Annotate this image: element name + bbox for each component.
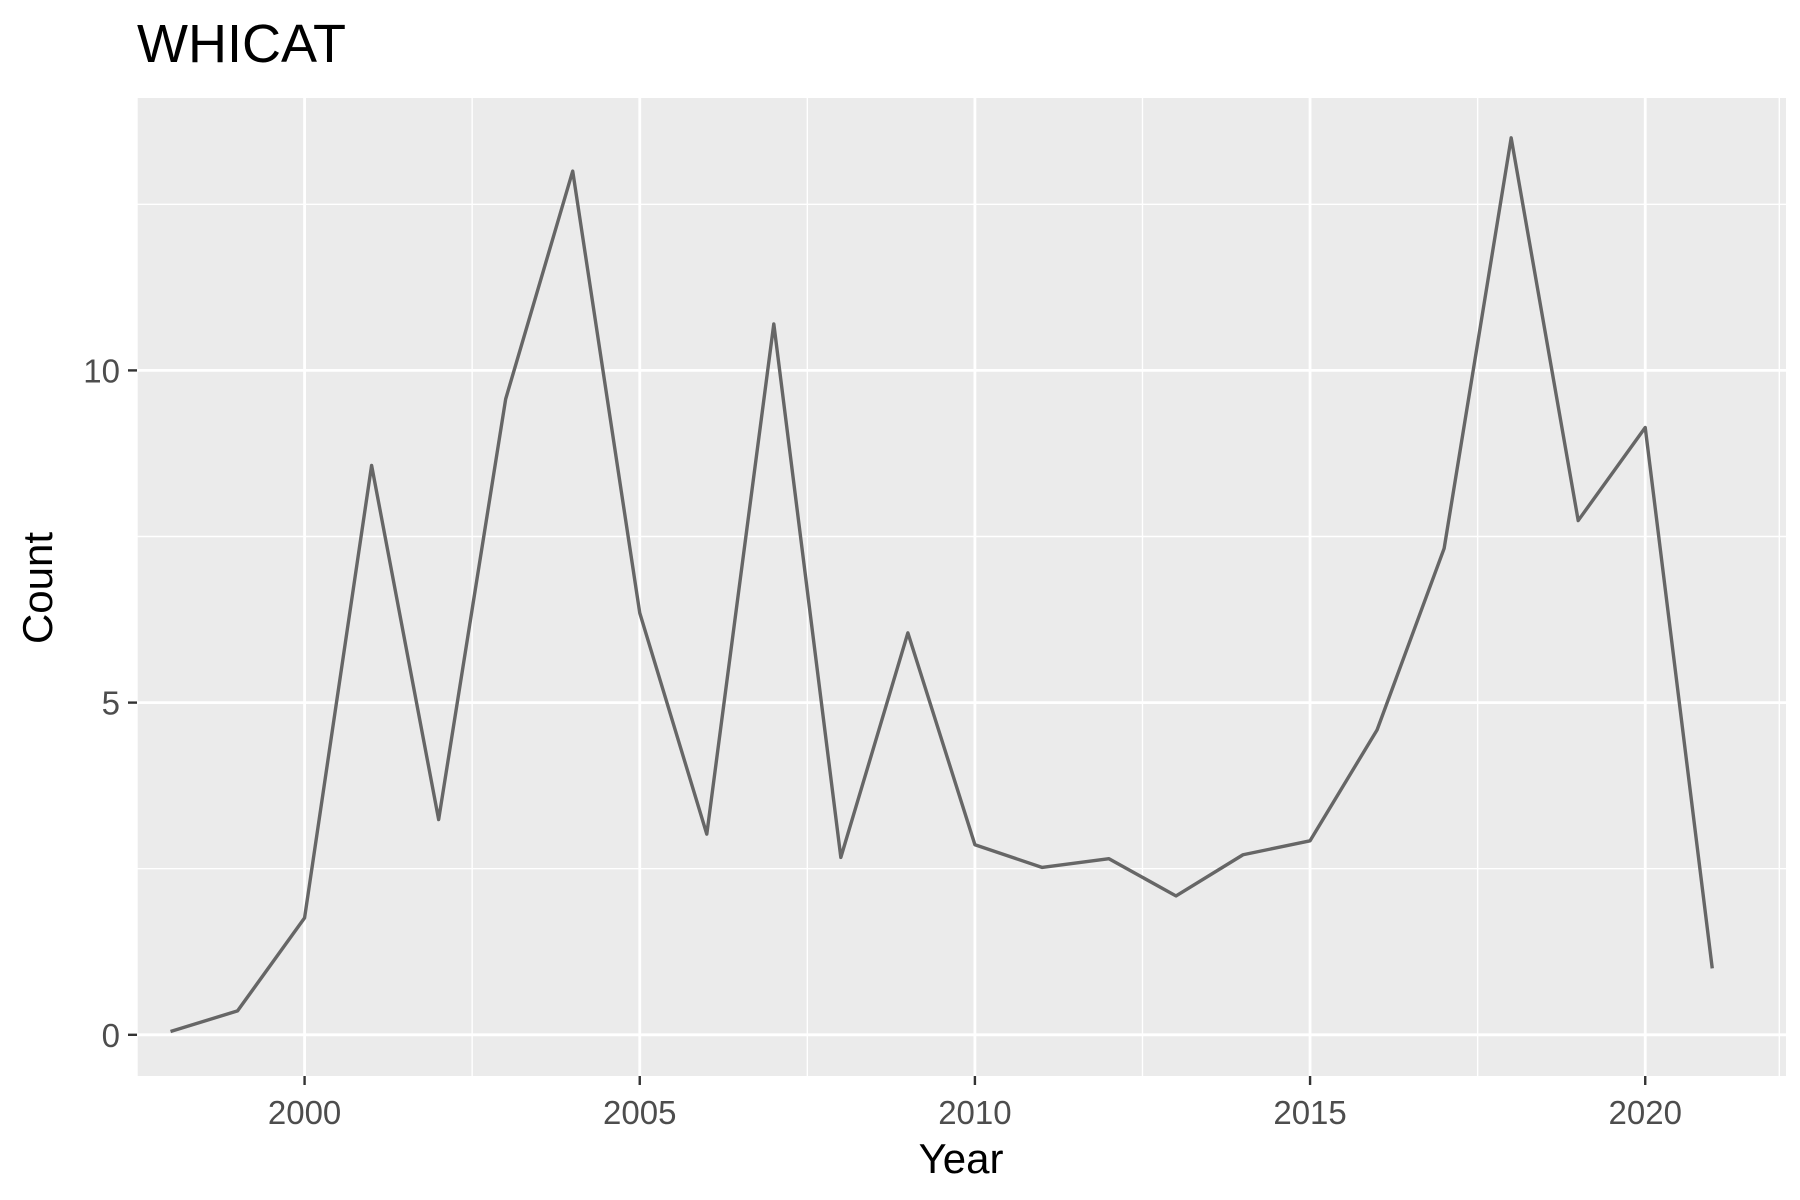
x-axis: 2000 2005 2010 2015 2020 (268, 1076, 1682, 1131)
x-tick-label-0: 2000 (268, 1094, 341, 1131)
chart-title: WHICAT (137, 14, 346, 74)
x-tick-label-2: 2010 (938, 1094, 1011, 1131)
x-tick-label-4: 2020 (1609, 1094, 1682, 1131)
y-axis-label: Count (14, 532, 61, 644)
y-tick-label-0: 0 (102, 1017, 120, 1054)
minor-gridlines (136, 98, 1786, 1076)
x-tick-label-1: 2005 (603, 1094, 676, 1131)
y-tick-label-2: 10 (83, 352, 120, 389)
series-layer (170, 136, 1714, 1034)
x-tick-label-3: 2015 (1273, 1094, 1346, 1131)
y-tick-label-1: 5 (102, 685, 120, 722)
plot-panel (137, 98, 1786, 1076)
y-axis: 0 5 10 (83, 352, 137, 1054)
series-line-0 (170, 136, 1714, 1034)
x-axis-label: Year (919, 1135, 1004, 1182)
